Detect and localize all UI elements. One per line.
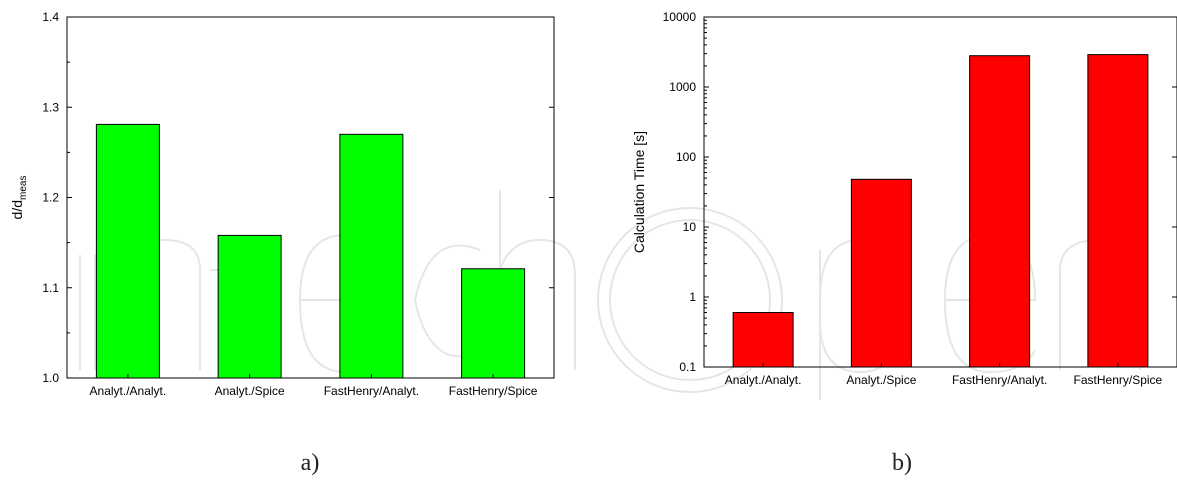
y-axis-title-main: Calculation Time [s] [631, 131, 647, 253]
bar-analyt-spice [217, 234, 282, 379]
x-tick-label: FastHenry/Spice [1074, 373, 1163, 387]
y-axis-title: Calculation Time [s] [631, 131, 647, 253]
bar-fasthenry-analyt [339, 133, 404, 379]
y-tick-label: 1.2 [42, 191, 59, 205]
bar-analyt-spice [850, 178, 912, 368]
x-tick-label: FastHenry/Spice [449, 384, 538, 398]
bar-analyt-analyt [95, 123, 160, 379]
y-tick-label: 100 [676, 150, 696, 164]
bar-analyt-analyt [732, 312, 794, 368]
y-tick-label: 10000 [663, 10, 697, 24]
y-tick-label: 1.4 [42, 10, 59, 24]
y-tick-label: 1.3 [42, 100, 59, 114]
chart-panel-a: 1.0 1.1 1.2 1.3 1.4 Analyt./Analyt. Analyt./Sp… [9, 10, 555, 476]
x-tick-label: FastHenry/Analyt. [324, 384, 419, 398]
y-tick-label: 0.1 [679, 360, 696, 374]
y-tick-label: 1 [689, 290, 696, 304]
y-tick-label: 1.1 [42, 281, 59, 295]
y-tick-label: 1.0 [42, 371, 59, 385]
y-axis-title-main: d/d [9, 200, 25, 219]
x-tick-label: Analyt./Analyt. [725, 373, 802, 387]
bar-fasthenry-spice [1087, 54, 1149, 368]
x-tick-label: Analyt./Spice [215, 384, 285, 398]
bar-fasthenry-spice [461, 268, 526, 379]
bar-fasthenry-analyt [969, 55, 1031, 368]
chart-panel-b: 0.1 1 10 100 1000 10000 Analyt./Analyt. Analyt.… [631, 10, 1177, 476]
x-tick-label: FastHenry/Analyt. [952, 373, 1047, 387]
x-tick-label: Analyt./Spice [846, 373, 916, 387]
y-axis-title-subscript: meas [18, 176, 29, 200]
x-tick-label: Analyt./Analyt. [90, 384, 167, 398]
y-tick-label: 10 [683, 220, 697, 234]
plot-frame [703, 16, 1177, 368]
panel-label: b) [892, 450, 912, 476]
y-axis-title: d/dmeas [9, 176, 29, 220]
y-tick-label: 1000 [669, 80, 696, 94]
panel-label: a) [301, 450, 320, 476]
